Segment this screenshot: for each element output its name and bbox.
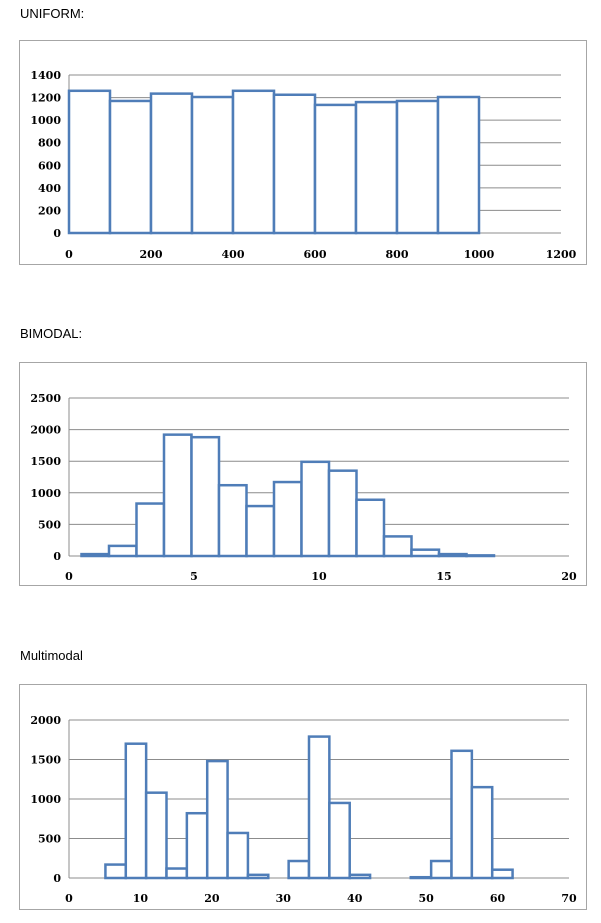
bimodal-bar [80,552,111,558]
uniform-x-tick-label: 200 [140,248,163,261]
bimodal-bar [437,552,468,558]
uniform-y-tick-label: 400 [38,182,61,195]
multimodal-bar [205,759,229,880]
multimodal-bar [165,867,189,880]
uniform-y-tick-label: 1200 [30,92,61,105]
multimodal-bar [246,873,270,880]
multimodal-chart-plot: 0 500 1000 1500 2000 0 10 20 30 40 50 60 70 [30,714,577,905]
uniform-y-tick-label: 1400 [30,69,61,82]
multimodal-bar [185,811,209,880]
multimodal-y-tick-label: 1000 [30,793,61,806]
uniform-bar [149,92,194,235]
multimodal-x-tick-label: 10 [133,892,149,905]
multimodal-x-tick-label: 40 [347,892,363,905]
uniform-y-tick-label: 1000 [30,114,61,127]
uniform-bar [395,99,440,235]
uniform-chart: 0 200 400 600 800 1000 1200 1400 0 200 400 600 800 10… [19,40,587,265]
uniform-bar [108,99,153,235]
uniform-bar [67,89,112,235]
uniform-y-tick-label: 600 [38,159,61,172]
multimodal-x-tick-label: 20 [204,892,220,905]
multimodal-chart: 0 500 1000 1500 2000 0 10 20 30 40 50 60 70 [19,684,587,910]
uniform-y-tick-label: 0 [53,227,61,240]
multimodal-bar [104,863,128,880]
bimodal-section-title: BIMODAL: [20,326,83,341]
bimodal-chart: 0 500 1000 1500 2000 2500 0 5 10 15 20 [19,362,587,586]
uniform-x-tick-label: 800 [386,248,409,261]
multimodal-bar [307,735,331,880]
bimodal-bar [355,498,386,558]
uniform-x-tick-label: 400 [222,248,245,261]
multimodal-x-tick-label: 60 [490,892,506,905]
uniform-bar [190,95,235,235]
bimodal-x-tick-label: 5 [190,570,198,583]
bimodal-y-tick-label: 1000 [30,487,61,500]
bimodal-bar [245,504,276,558]
multimodal-bar [429,859,453,880]
bimodal-x-tick-label: 15 [436,570,451,583]
uniform-y-tick-label: 800 [38,137,61,150]
bimodal-bar [300,460,331,558]
bimodal-bar [327,469,358,558]
bimodal-y-tick-label: 0 [53,550,61,563]
multimodal-y-tick-label: 0 [53,872,61,885]
multimodal-bar [490,868,514,880]
uniform-chart-plot: 0 200 400 600 800 1000 1200 1400 0 200 400 600 800 10… [30,69,577,261]
uniform-x-tick-label: 1200 [546,248,577,261]
bimodal-bar [190,435,221,558]
bimodal-x-tick-label: 10 [311,570,327,583]
uniform-x-tick-label: 1000 [464,248,495,261]
bimodal-bar [107,544,138,558]
multimodal-x-tick-label: 0 [65,892,73,905]
multimodal-y-tick-label: 1500 [30,754,61,767]
bimodal-y-tick-label: 2500 [30,392,61,405]
multimodal-bar [124,742,148,880]
bimodal-bar [135,502,166,558]
multimodal-y-tick-label: 500 [38,833,61,846]
multimodal-x-tick-label: 50 [418,892,434,905]
bimodal-chart-plot: 0 500 1000 1500 2000 2500 0 5 10 15 20 [30,392,577,583]
multimodal-bar [470,785,494,880]
bimodal-bar [410,548,441,558]
uniform-bar [313,103,358,235]
bimodal-bar [465,554,496,558]
bimodal-bar [272,480,303,558]
bimodal-y-tick-label: 1500 [30,455,61,468]
multimodal-y-tick-label: 2000 [30,714,61,727]
multimodal-bar [348,873,372,880]
uniform-x-tick-label: 0 [65,248,73,261]
multimodal-bar [144,791,168,880]
bimodal-bar [217,483,248,558]
multimodal-x-tick-label: 30 [276,892,292,905]
uniform-section-title: UNIFORM: [20,6,85,21]
uniform-x-tick-label: 600 [304,248,327,261]
multimodal-bar [450,749,474,880]
bimodal-x-tick-label: 0 [65,570,73,583]
bimodal-y-tick-label: 2000 [30,424,61,437]
uniform-bar [436,95,481,235]
multimodal-section-title: Multimodal [20,648,83,663]
multimodal-bar [328,801,351,880]
uniform-y-tick-label: 200 [38,204,61,217]
multimodal-bar [287,859,311,880]
bimodal-bar [382,535,413,558]
uniform-bar [354,100,399,235]
multimodal-bar [226,831,250,880]
bimodal-x-tick-label: 20 [561,570,577,583]
multimodal-bar [409,875,433,880]
bimodal-y-tick-label: 500 [38,518,61,531]
uniform-bar [231,89,276,235]
uniform-bar [272,93,317,235]
bimodal-bar [162,433,193,558]
multimodal-x-tick-label: 70 [561,892,577,905]
